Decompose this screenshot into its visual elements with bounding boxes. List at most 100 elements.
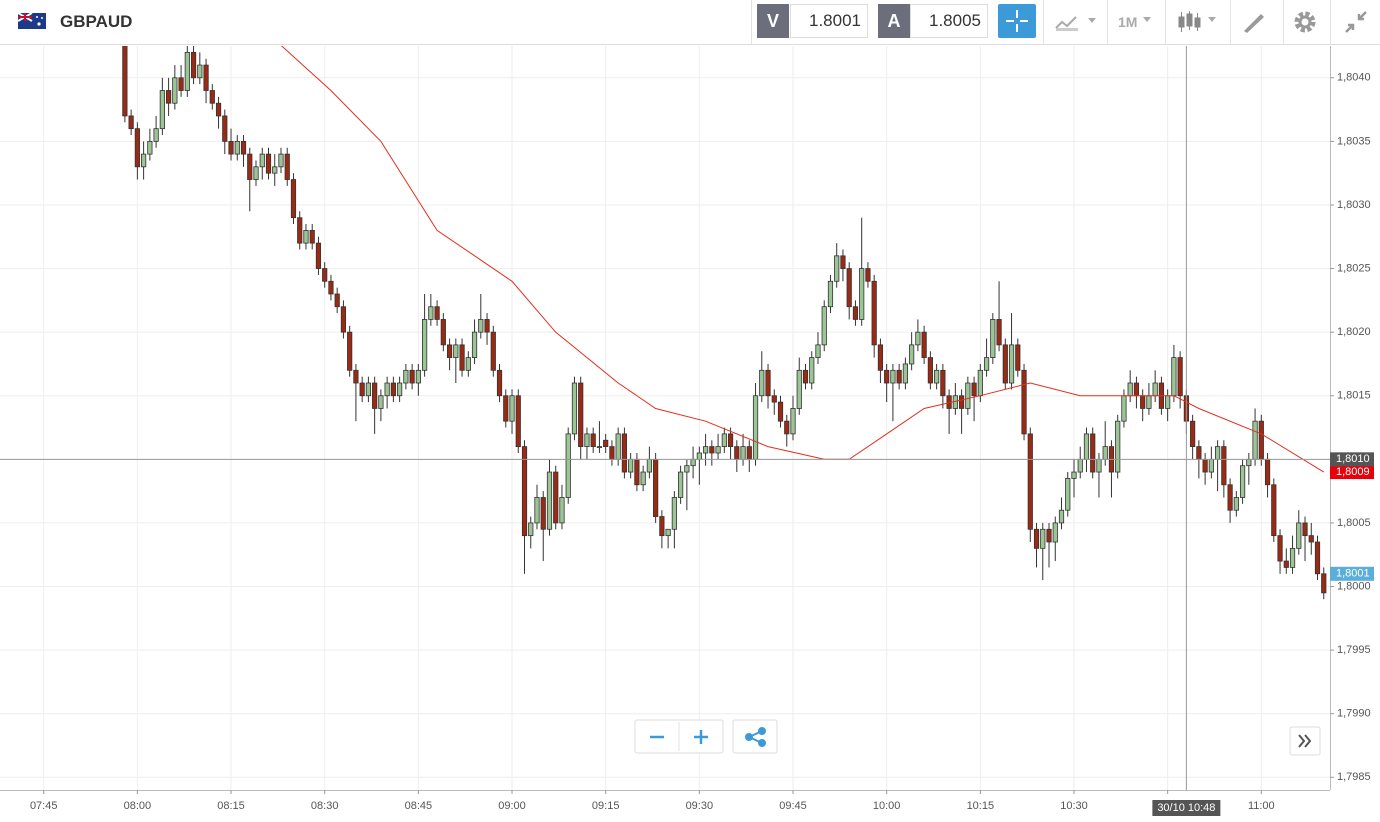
candle-body	[590, 433, 596, 448]
candle-body	[571, 382, 578, 435]
candle-body	[653, 458, 659, 517]
candle-body	[684, 465, 690, 473]
candle-body	[1177, 357, 1183, 397]
candle-body	[1002, 344, 1008, 384]
y-tick-label: 1,8030	[1337, 199, 1371, 211]
candle-body	[1252, 420, 1258, 460]
candle-body	[896, 369, 902, 384]
x-tick-label: 08:30	[311, 800, 339, 812]
candle-body	[902, 363, 908, 384]
candle-body	[977, 369, 983, 397]
buy-label[interactable]: A	[878, 4, 910, 38]
candle-body	[359, 382, 365, 397]
chart-type-button[interactable]	[1176, 9, 1222, 35]
candle-body	[1190, 420, 1196, 448]
candle-body	[490, 331, 496, 371]
candle-body	[553, 471, 559, 524]
candle-body	[159, 90, 165, 130]
candle-body	[796, 369, 802, 409]
candle-body	[1258, 420, 1264, 460]
candle-body	[1115, 420, 1121, 473]
candle-body	[609, 446, 615, 460]
candle-body	[509, 395, 515, 422]
candle-body	[1046, 528, 1052, 543]
timeframe[interactable]: 1M	[1118, 14, 1138, 30]
candle-body	[234, 140, 240, 155]
buy-price[interactable]: 1.8005	[910, 4, 988, 38]
candle-body	[1090, 433, 1096, 473]
x-tick-label: 08:15	[217, 800, 245, 812]
candle-body	[1289, 547, 1296, 568]
candle-body	[596, 446, 603, 449]
candle-body	[390, 382, 396, 397]
candle-body	[253, 166, 259, 180]
x-tick-label: 09:00	[498, 800, 526, 812]
candle-body	[1308, 535, 1314, 543]
candle-body	[709, 446, 715, 454]
x-tick-label: 10:15	[967, 800, 995, 812]
y-tick-label: 1,7985	[1337, 771, 1371, 783]
candle-body	[465, 357, 471, 371]
settings-button[interactable]	[1292, 9, 1318, 35]
candle-body	[446, 344, 453, 358]
candle-body	[1102, 446, 1108, 460]
x-tick-label: 08:45	[405, 800, 433, 812]
candle-body	[471, 331, 478, 358]
y-axis-line	[1330, 46, 1331, 790]
candle-body	[459, 344, 465, 371]
y-tick-label: 1,8005	[1337, 517, 1371, 529]
candle-body	[665, 528, 671, 537]
sell-label[interactable]: V	[757, 4, 789, 38]
candle-body	[240, 140, 247, 155]
candle-body	[1314, 541, 1321, 575]
candle-body	[934, 369, 940, 384]
candle-body	[740, 446, 746, 460]
candle-body	[690, 458, 696, 467]
candle-body	[1040, 528, 1046, 549]
candle-body	[996, 319, 1002, 346]
candle-body	[434, 306, 440, 320]
candle-body	[846, 268, 852, 308]
toolbar: GBPAUD V 1.8001 A 1.8005 1M	[0, 0, 1380, 45]
candle-body	[1165, 395, 1171, 409]
candle-body	[1171, 357, 1177, 397]
candle-body	[1321, 573, 1327, 594]
candle-body	[971, 382, 977, 397]
candle-body	[734, 446, 740, 460]
candle-body	[865, 268, 871, 282]
candle-body	[1121, 395, 1127, 422]
candle-body	[378, 395, 384, 409]
candle-body	[184, 51, 190, 91]
y-tick-label: 1,7995	[1337, 644, 1371, 656]
candle-body	[1083, 433, 1090, 460]
share-button[interactable]	[732, 719, 778, 754]
candle-body	[165, 90, 172, 104]
candle-body	[1271, 484, 1277, 537]
candle-body	[528, 522, 534, 537]
time-tag-label: 30/10 10:48	[1157, 802, 1215, 814]
candle-body	[315, 242, 322, 269]
candle-body	[534, 497, 540, 524]
candle-body	[303, 230, 309, 244]
sell-price[interactable]: 1.8001	[790, 4, 868, 38]
collapse-button[interactable]	[1343, 9, 1369, 35]
candle-body	[1127, 382, 1133, 397]
candle-body	[727, 433, 734, 448]
crosshair-button[interactable]	[998, 4, 1036, 38]
draw-tools-button[interactable]	[1241, 9, 1267, 35]
candle-body	[309, 230, 315, 244]
candle-body	[1071, 471, 1077, 479]
candle-body	[1015, 344, 1021, 371]
candle-body	[1296, 522, 1302, 549]
candle-body	[278, 153, 284, 168]
separator	[751, 0, 752, 44]
x-tick-label: 09:45	[779, 800, 807, 812]
candle-body	[1277, 535, 1283, 562]
x-tick-label: 09:15	[592, 800, 620, 812]
indicators-button[interactable]	[1052, 10, 1100, 34]
y-tick-label: 1,8000	[1337, 580, 1371, 592]
candle-body	[752, 395, 759, 460]
candle-body	[1146, 395, 1152, 409]
candle-body	[1027, 433, 1033, 530]
candle-body	[153, 128, 159, 142]
